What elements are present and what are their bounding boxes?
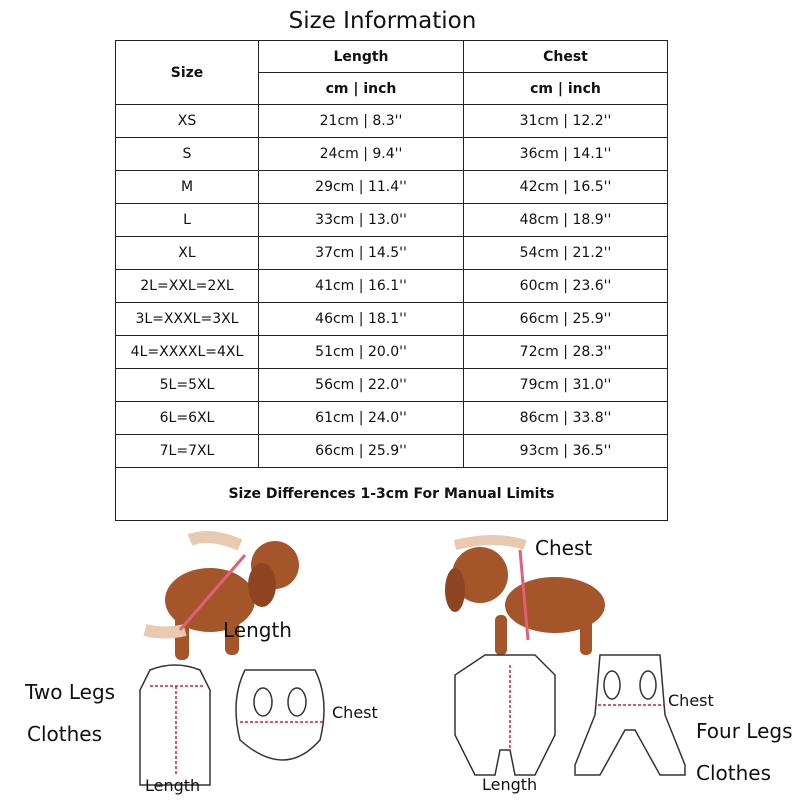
table-row: 5L=5XL 56cm | 22.0'' 79cm | 31.0'' [115,368,668,402]
cell-length: 56cm | 22.0'' [258,368,464,402]
chest-label-garment-left: Chest [332,703,378,722]
header-chest: Chest [463,40,668,73]
cell-size: XS [115,104,259,138]
table-row: 3L=XXXL=3XL 46cm | 18.1'' 66cm | 25.9'' [115,302,668,336]
cell-length: 41cm | 16.1'' [258,269,464,303]
two-legs-label: Two Legs [25,680,116,704]
cell-chest: 66cm | 25.9'' [463,302,668,336]
dog-photo-right [445,535,605,655]
page-title: Size Information [288,8,477,34]
cell-length: 21cm | 8.3'' [258,104,464,138]
header-length: Length [258,40,464,73]
cell-size: S [115,137,259,171]
cell-length: 24cm | 9.4'' [258,137,464,171]
chest-label-garment-right: Chest [668,691,714,710]
dog-photo-left [143,530,299,660]
table-footer-note: Size Differences 1-3cm For Manual Limits [115,467,668,521]
length-label-dog: Length [223,618,292,642]
unit-chest: cm | inch [463,72,668,105]
length-label-garment-right: Length [482,775,538,794]
length-label-garment-left: Length [145,776,201,795]
cell-chest: 48cm | 18.9'' [463,203,668,237]
two-leg-garment-front [139,664,211,786]
cell-size: 3L=XXXL=3XL [115,302,259,336]
table-row: XS 21cm | 8.3'' 31cm | 12.2'' [115,104,668,138]
clothes-label-right: Clothes [696,761,771,785]
table-row: 2L=XXL=2XL 41cm | 16.1'' 60cm | 23.6'' [115,269,668,303]
clothes-label-left: Clothes [27,722,102,746]
cell-chest: 42cm | 16.5'' [463,170,668,204]
table-row: 7L=7XL 66cm | 25.9'' 93cm | 36.5'' [115,434,668,468]
cell-length: 37cm | 14.5'' [258,236,464,270]
four-leg-garment-front [454,654,556,776]
table-footer-row: Size Differences 1-3cm For Manual Limits [115,467,668,521]
cell-length: 46cm | 18.1'' [258,302,464,336]
table-row: S 24cm | 9.4'' 36cm | 14.1'' [115,137,668,171]
cell-size: 6L=6XL [115,401,259,435]
cell-length: 33cm | 13.0'' [258,203,464,237]
cell-chest: 60cm | 23.6'' [463,269,668,303]
header-size: Size [115,40,259,105]
chest-label-dog: Chest [535,536,593,560]
cell-size: 4L=XXXXL=4XL [115,335,259,369]
cell-size: 7L=7XL [115,434,259,468]
cell-length: 66cm | 25.9'' [258,434,464,468]
cell-length: 61cm | 24.0'' [258,401,464,435]
two-leg-garment-back [235,669,325,761]
size-table: Size Length Chest cm | inch cm | inch XS… [115,40,668,521]
table-row: L 33cm | 13.0'' 48cm | 18.9'' [115,203,668,237]
cell-chest: 79cm | 31.0'' [463,368,668,402]
four-leg-garment-back [574,654,686,776]
four-legs-label: Four Legs [696,719,793,743]
table-header-row: Size Length Chest [115,40,668,105]
cell-chest: 36cm | 14.1'' [463,137,668,171]
